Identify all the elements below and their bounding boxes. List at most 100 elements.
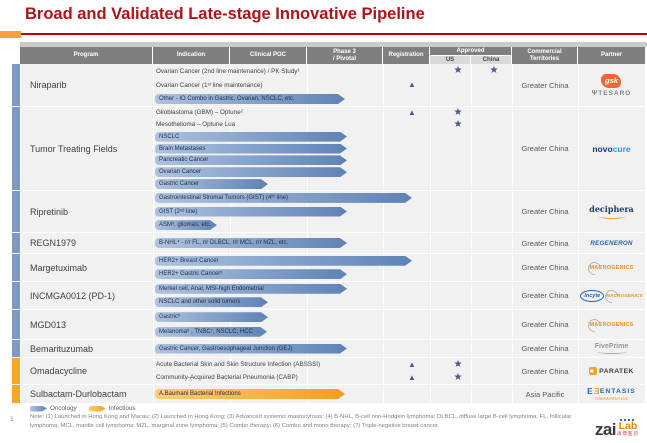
pipeline-spectrum: Ovarian Cancer (2nd line maintenance) / …	[153, 64, 512, 106]
page-number: 1	[10, 416, 14, 423]
indication-progress-arrow: B-NHL⁴ - r/r FL, r/r DLBCL, r/r MCL, r/r…	[155, 238, 347, 248]
header-phase3: Phase 3/ Pivotal	[307, 47, 382, 64]
program-name: Niraparib	[30, 80, 67, 90]
indication-line: Gastric Cancer	[153, 178, 512, 190]
indication-progress-arrow: NSCLC and other solid tumors	[155, 297, 268, 307]
registration-marker: ▲	[408, 80, 416, 89]
paratek-icon	[589, 367, 598, 375]
program-name: INCMGA0012 (PD-1)	[30, 290, 116, 301]
zai-logo-lab-text: Lab	[618, 419, 638, 432]
indication-line: Melanoma⁶ , TNBC⁷, NSCLC, HCC	[153, 325, 512, 340]
oncology-arrow-icon	[30, 406, 47, 412]
indication-progress-arrow: Pancreatic Cancer	[155, 155, 347, 165]
partner-logo-group: MACROGENICS	[585, 258, 634, 278]
commercial-territory: Greater China	[521, 207, 569, 216]
approved-us-marker: ★	[453, 118, 463, 130]
commercial-territory: Greater China	[521, 291, 569, 300]
infectious-category-bar	[12, 358, 20, 384]
indication-line: Merkel cell, Anal, MSI-high Endometrial	[153, 282, 512, 296]
zai-logo-chinese-text: 再鼎医药	[617, 431, 639, 436]
macrogenics-logo: MACROGENICS	[602, 287, 642, 306]
indication-label: Ovarian Cancer (1ˢᵗ line maintenance)	[156, 81, 263, 89]
approved-us-marker: ★	[453, 65, 463, 76]
entasis-logo: E E ENTASIS THERAPEUTICS	[587, 386, 636, 401]
header-program: Program	[20, 47, 152, 64]
zai-lab-logo: zai Lab 再鼎医药	[595, 418, 639, 438]
legend-label: Oncology	[50, 405, 77, 412]
indication-line: Ovarian Cancer (1ˢᵗ line maintenance) ▲	[153, 78, 512, 92]
entasis-logo-top: E E ENTASIS	[587, 386, 636, 396]
fiveprime-logo-text: FivePrime	[594, 343, 629, 350]
indication-line: B-NHL⁴ - r/r FL, r/r DLBCL, r/r MCL, r/r…	[153, 233, 512, 253]
indication-progress-arrow: Gastric Cancer, Gastroesophageal Junctio…	[155, 344, 347, 354]
header-partner: Partner	[578, 47, 645, 64]
oncology-category-bar	[12, 64, 20, 106]
partner-cell: gsk Ψ TESARO	[578, 64, 645, 106]
partner-logo-group: Incyte MACROGENICS	[580, 287, 642, 306]
macrogenics-logo: MACROGENICS	[585, 258, 634, 278]
indication-line: HER2+ Breast Cancer	[153, 254, 512, 268]
oncology-category-bar	[12, 191, 20, 232]
title-rule	[21, 33, 647, 35]
table-row: REGN1979 B-NHL⁴ - r/r FL, r/r DLBCL, r/r …	[12, 232, 645, 253]
partner-cell: novocure	[578, 107, 645, 190]
indication-line: HER2+ Gastric Cancer⁵	[153, 268, 512, 282]
column-gridline	[430, 64, 431, 403]
gsk-logo: gsk	[601, 73, 622, 88]
registration-marker: ▲	[408, 359, 416, 369]
header-clinical-poc: Clinical POC	[230, 47, 306, 64]
indication-progress-arrow: HER2+ Gastric Cancer⁵	[155, 269, 347, 279]
pipeline-spectrum: Gastric Cancer, Gastroesophageal Junctio…	[153, 340, 512, 357]
oncology-category-bar	[12, 310, 20, 339]
indication-line: Gastric⁶	[153, 310, 512, 325]
program-name: REGN1979	[30, 238, 77, 248]
registration-marker: ▲	[408, 107, 416, 117]
partner-cell: PARATEK	[578, 358, 645, 384]
partner-cell: E E ENTASIS THERAPEUTICS	[578, 385, 645, 403]
program-name: Margetuximab	[30, 262, 88, 273]
partner-logo-group: gsk Ψ TESARO	[592, 73, 632, 97]
indication-line: Ovarian Cancer	[153, 166, 512, 178]
indication-line: GIST (2ⁿᵈ line)	[153, 205, 512, 219]
novocure-logo: novocure	[592, 144, 630, 154]
entasis-icon: E	[593, 386, 599, 396]
infectious-category-bar	[12, 385, 20, 403]
column-gridline	[471, 64, 472, 403]
indication-progress-arrow: HER2+ Breast Cancer	[155, 256, 412, 266]
entasis-icon: E	[587, 386, 593, 396]
partner-logo-group: novocure	[592, 144, 630, 154]
commercial-territory: Greater China	[521, 263, 569, 272]
program-name: Sulbactam-Durlobactam	[30, 389, 127, 399]
program-name: MGD013	[30, 319, 67, 330]
table-row: Sulbactam-Durlobactam A.Baumani Bacterial…	[12, 384, 645, 403]
program-name: Tumor Treating Fields	[30, 143, 118, 154]
table-row: MGD013 Gastric⁶ Melanoma⁶ , TNBC⁷, NSCLC, …	[12, 309, 645, 339]
partner-cell: Incyte MACROGENICS	[578, 282, 645, 309]
novocure-logo-text: novo	[592, 143, 613, 154]
macrogenics-logo: MACROGENICS	[585, 315, 633, 335]
partner-cell: FivePrime	[578, 340, 645, 357]
pipeline-spectrum: Merkel cell, Anal, MSI-high Endometrial N…	[153, 282, 512, 309]
oncology-category-bar	[12, 233, 20, 253]
column-gridline	[153, 64, 154, 403]
infectious-arrow-icon	[89, 406, 106, 412]
indication-line: Community-Acquired Bacterial Pneumonia (…	[153, 371, 512, 384]
indication-progress-arrow: Ovarian Cancer	[155, 167, 347, 177]
indication-line: NSCLC and other solid tumors	[153, 296, 512, 310]
indication-progress-arrow: Gastric⁶	[155, 312, 268, 322]
indication-label: Community-Acquired Bacterial Pneumonia (…	[156, 374, 298, 381]
indication-progress-arrow: Merkel cell, Anal, MSI-high Endometrial	[155, 284, 347, 294]
incyte-logo: Incyte	[580, 289, 605, 302]
indication-label: Ovarian Cancer (2nd line maintenance) / …	[156, 67, 300, 75]
oncology-category-bar	[12, 340, 20, 357]
fiveprime-swoosh-icon	[596, 350, 627, 354]
macrogenics-logo-text: MACROGENICS	[589, 264, 634, 271]
indication-line: ASM³, gliomas, etc.	[153, 218, 512, 232]
commercial-territory: Asia Pacific	[525, 389, 565, 399]
indication-progress-arrow: Gastrointestinal Stromal Tumors (GIST) (…	[155, 193, 412, 203]
indication-line: Pancreatic Cancer	[153, 154, 512, 166]
table-row: Omadacycline Acute Bacterial Skin and Ski…	[12, 357, 645, 384]
partner-logo-group: MACROGENICS	[585, 315, 633, 335]
oncology-category-bar	[12, 107, 20, 190]
indication-progress-arrow: ASM³, gliomas, etc.	[155, 220, 217, 230]
